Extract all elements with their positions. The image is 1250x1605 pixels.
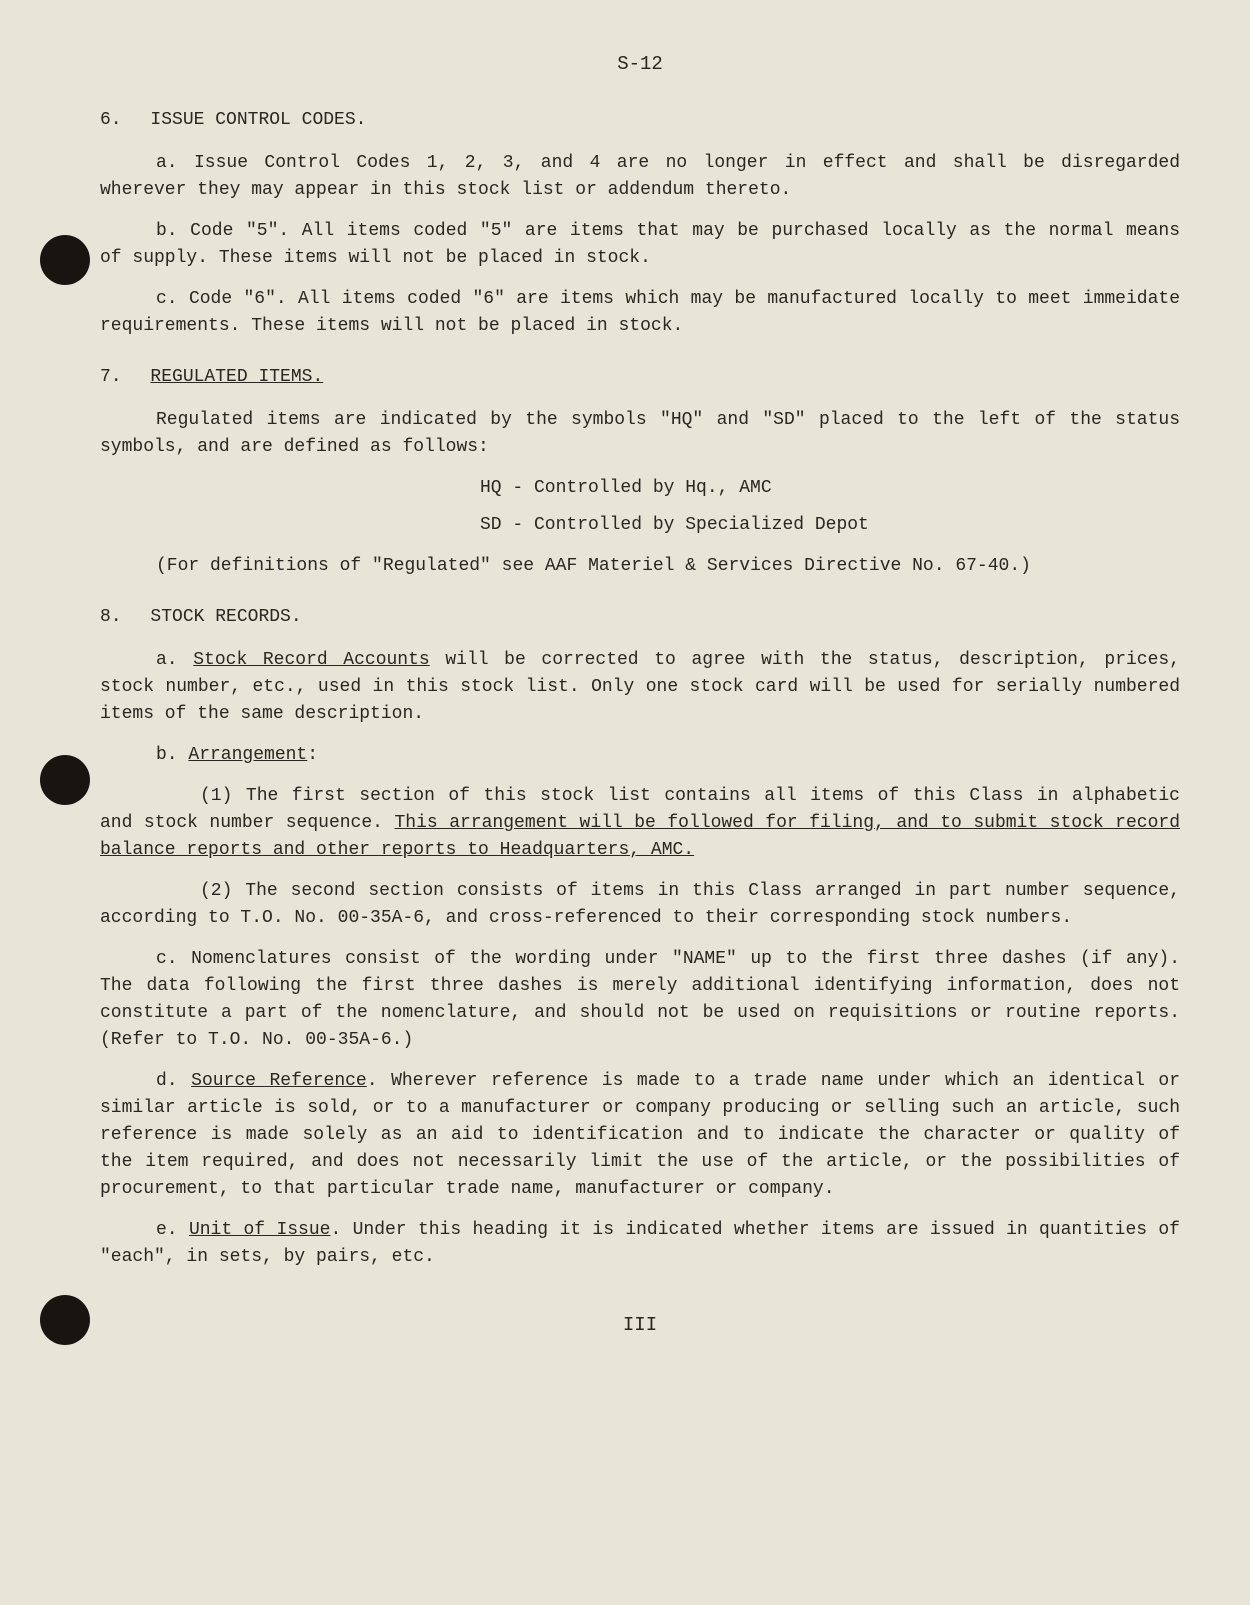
section-number: 8.: [100, 607, 122, 627]
paragraph-6b: b. Code "5". All items coded "5" are ite…: [100, 218, 1180, 272]
paragraph-8e: e. Unit of Issue. Under this heading it …: [100, 1217, 1180, 1271]
page-number: III: [623, 1314, 657, 1336]
para-label: e.: [156, 1220, 189, 1240]
section-number: 6.: [100, 110, 122, 130]
para-label: a.: [156, 650, 193, 670]
paragraph-8b2: (2) The second section consists of items…: [100, 878, 1180, 932]
page-header: S-12: [100, 50, 1180, 79]
para-subtitle: Source Reference: [191, 1071, 367, 1091]
paragraph-8c: c. Nomenclatures consist of the wording …: [100, 946, 1180, 1054]
paragraph-6a: a. Issue Control Codes 1, 2, 3, and 4 ar…: [100, 150, 1180, 204]
punch-hole: [40, 1295, 90, 1345]
para-subtitle: Arrangement: [188, 745, 307, 765]
paragraph-6c: c. Code "6". All items coded "6" are ite…: [100, 286, 1180, 340]
punch-hole: [40, 235, 90, 285]
paragraph-8b1: (1) The first section of this stock list…: [100, 783, 1180, 864]
definition-hq: HQ - Controlled by Hq., AMC: [480, 475, 1180, 502]
punch-hole: [40, 755, 90, 805]
paragraph-7-intro: Regulated items are indicated by the sym…: [100, 407, 1180, 461]
para-colon: :: [307, 745, 318, 765]
para-subtitle: Unit of Issue: [189, 1220, 331, 1240]
para-label: d.: [156, 1071, 191, 1091]
section-heading: ISSUE CONTROL CODES.: [150, 110, 366, 130]
page-footer: III: [100, 1311, 1180, 1340]
paragraph-8b: b. Arrangement:: [100, 742, 1180, 769]
para-subtitle: Stock Record Accounts: [193, 650, 429, 670]
section-6-title: 6. ISSUE CONTROL CODES.: [100, 107, 1180, 134]
section-heading: REGULATED ITEMS.: [150, 367, 323, 387]
paragraph-8a: a. Stock Record Accounts will be correct…: [100, 647, 1180, 728]
section-8-title: 8. STOCK RECORDS.: [100, 604, 1180, 631]
section-number: 7.: [100, 367, 122, 387]
page-id: S-12: [617, 53, 663, 75]
definition-sd: SD - Controlled by Specialized Depot: [480, 512, 1180, 539]
para-label: b.: [156, 745, 188, 765]
document-page: S-12 6. ISSUE CONTROL CODES. a. Issue Co…: [0, 0, 1250, 1605]
paragraph-8d: d. Source Reference. Wherever reference …: [100, 1068, 1180, 1203]
paragraph-7-note: (For definitions of "Regulated" see AAF …: [100, 553, 1180, 580]
section-7-title: 7. REGULATED ITEMS.: [100, 364, 1180, 391]
section-heading: STOCK RECORDS.: [150, 607, 301, 627]
